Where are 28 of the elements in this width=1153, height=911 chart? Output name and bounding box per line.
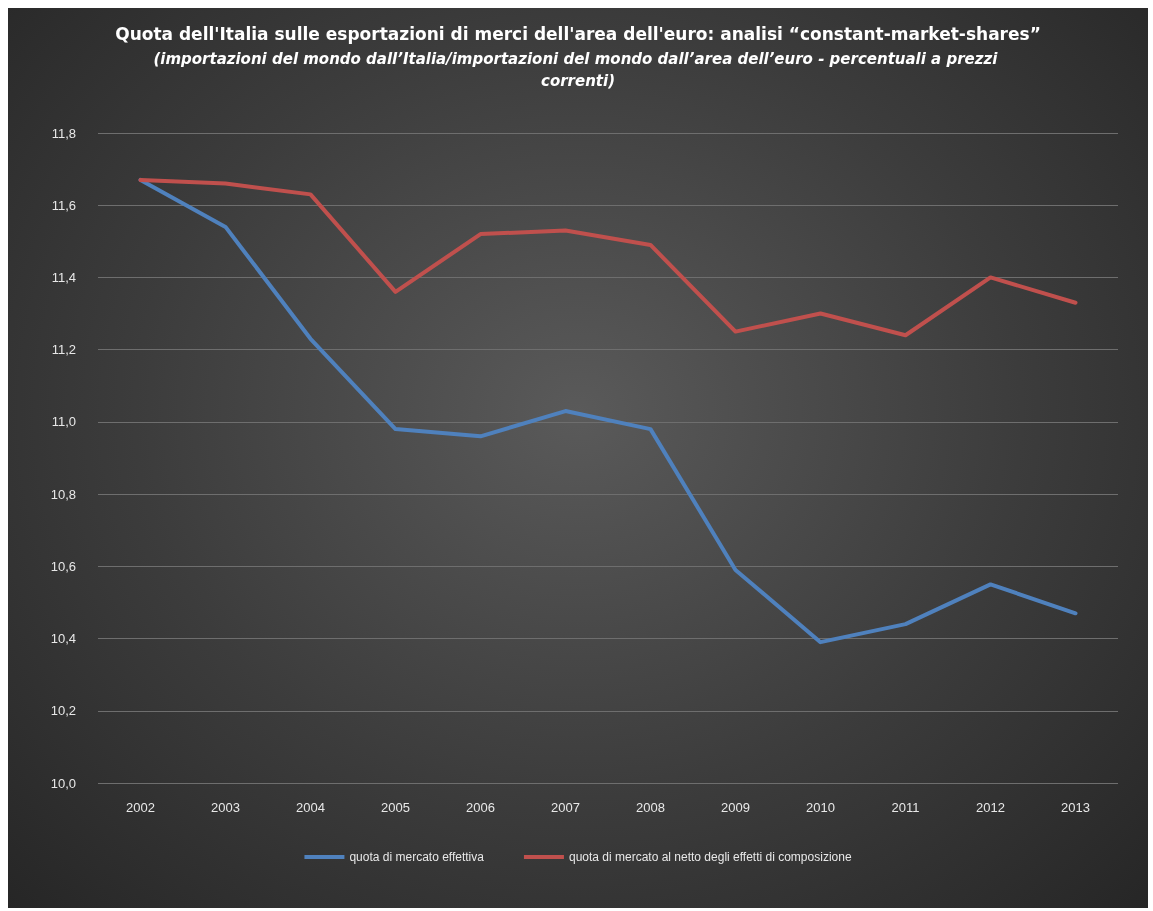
- y-tick-label: 11,2: [51, 342, 76, 358]
- chart-subtitle: (importazioni del mondo dall’Italia/importazioni del mondo dall’area dell’euro - percentuali a prezzi correnti): [153, 50, 1003, 90]
- y-tick-label: 11,8: [51, 125, 76, 141]
- y-tick-label: 10,8: [50, 486, 76, 502]
- x-tick-label: 2003: [211, 800, 240, 815]
- x-tick-label: 2011: [891, 800, 920, 815]
- x-tick-label: 2008: [636, 800, 665, 815]
- x-tick-label: 2013: [1061, 800, 1090, 815]
- chart-title: Quota dell'Italia sulle esportazioni di merci dell'area dell'euro: analisi “constant-market-shares”: [115, 23, 1041, 44]
- x-tick-label: 2006: [466, 800, 495, 815]
- y-tick-label: 10,6: [50, 558, 76, 574]
- x-tick-label: 2009: [721, 800, 750, 815]
- x-tick-label: 2002: [126, 800, 155, 815]
- y-tick-label: 11,0: [51, 414, 76, 430]
- y-tick-label: 10,4: [50, 631, 76, 647]
- x-tick-label: 2004: [296, 800, 325, 815]
- legend-label: quota di mercato al netto degli effetti di composizione: [568, 850, 852, 864]
- y-tick-label: 11,6: [51, 197, 76, 213]
- line-series: [138, 177, 1078, 338]
- x-tick-label: 2005: [381, 800, 410, 815]
- x-tick-label: 2010: [806, 800, 835, 815]
- legend-label: quota di mercato effettiva: [349, 850, 485, 864]
- y-tick-label: 10,0: [50, 775, 76, 791]
- x-tick-label: 2007: [551, 800, 580, 815]
- line-series: [138, 177, 1078, 645]
- y-tick-label: 11,4: [51, 269, 76, 285]
- y-tick-label: 10,2: [50, 703, 76, 719]
- x-tick-label: 2012: [976, 800, 1005, 815]
